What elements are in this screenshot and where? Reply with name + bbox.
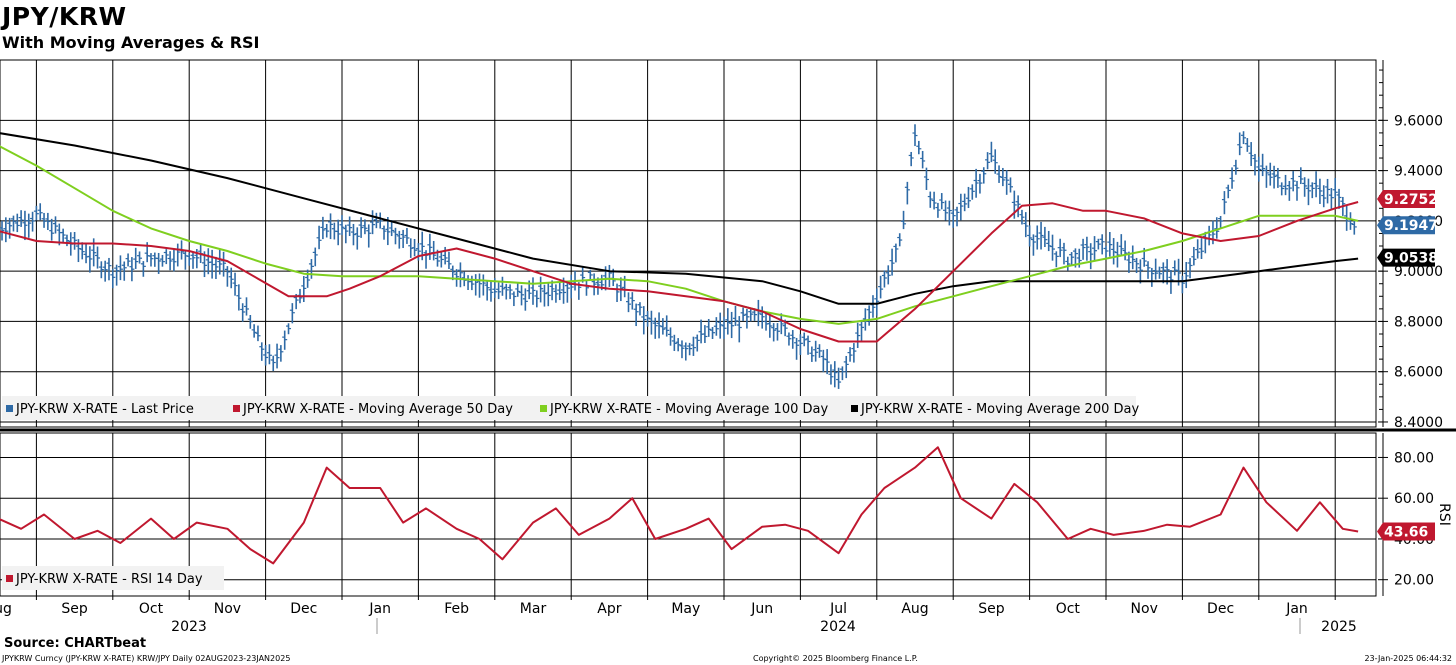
price-legend-swatch	[233, 405, 240, 412]
x-year-label: 2023	[171, 619, 207, 635]
chart-source: Source: CHARTbeat	[4, 636, 147, 651]
x-month-label: Feb	[444, 601, 469, 617]
price-legend-label: JPY-KRW X-RATE - Last Price	[15, 402, 194, 417]
x-month-label: Mar	[520, 601, 547, 617]
rsi-panel-grid	[0, 432, 1377, 597]
rsi-panel-series	[0, 446, 1359, 565]
chart-subtitle: With Moving Averages & RSI	[2, 33, 260, 52]
rsi-y-tick-label: 20.00	[1394, 573, 1434, 589]
price-last-value: 9.1947	[1384, 218, 1438, 234]
price-legend-swatch	[851, 405, 858, 412]
rsi-y-axis-label: RSI	[1436, 503, 1452, 526]
price-legend-label: JPY-KRW X-RATE - Moving Average 100 Day	[549, 402, 828, 417]
ma-50-line	[0, 201, 1359, 343]
footer-timestamp: 23-Jan-2025 06:44:32	[1364, 654, 1452, 663]
rsi-legend-label: JPY-KRW X-RATE - RSI 14 Day	[15, 572, 203, 587]
price-panel-series	[0, 124, 1359, 389]
price-legend-label: JPY-KRW X-RATE - Moving Average 200 Day	[860, 402, 1139, 417]
price-y-tick-label: 8.6000	[1394, 365, 1443, 381]
x-month-label: Aug	[0, 601, 12, 617]
x-year-label: 2025	[1321, 619, 1357, 635]
rsi-legend-swatch	[6, 575, 13, 582]
x-year-label: 2024	[820, 619, 856, 635]
x-month-label: Dec	[1207, 601, 1234, 617]
x-month-label: Aug	[901, 601, 928, 617]
rsi-y-tick-label: 60.00	[1394, 491, 1434, 507]
rsi-line	[0, 446, 1359, 565]
footer-security-info: JPYKRW Curncy (JPY-KRW X-RATE) KRW/JPY D…	[2, 654, 291, 663]
rsi-y-tick-label: 80.00	[1394, 450, 1434, 466]
price-y-tick-label: 8.4000	[1394, 415, 1443, 431]
price-panel-frame	[0, 59, 1377, 428]
x-month-label: Jul	[829, 601, 847, 617]
ma-200-last-value-bg	[1377, 248, 1435, 267]
rsi-legend-bg	[2, 566, 224, 590]
price-y-tick-label: 9.6000	[1394, 113, 1443, 129]
chart-axes: 9.60009.40009.20009.00008.80008.60008.40…	[0, 60, 1456, 635]
chart-title: JPY/KRW	[2, 2, 127, 31]
rsi-last-value-bg	[1377, 522, 1435, 541]
x-month-label: Oct	[1056, 601, 1081, 617]
ma-200-line	[0, 132, 1359, 305]
price-legend-swatch	[540, 405, 547, 412]
price-y-tick-label: 9.0000	[1394, 264, 1443, 280]
price-last-value-bg	[1377, 216, 1435, 235]
price-legend-swatch	[6, 405, 13, 412]
rsi-last-value: 43.66	[1384, 524, 1428, 540]
ma-200-last-value: 9.0538	[1384, 251, 1438, 267]
ma-50-last-value-bg	[1377, 189, 1435, 208]
price-legend-bg	[2, 396, 1136, 420]
x-month-label: Oct	[139, 601, 164, 617]
x-month-label: Sep	[61, 601, 88, 617]
x-month-label: May	[671, 601, 700, 617]
x-month-label: Dec	[290, 601, 317, 617]
x-month-label: Nov	[214, 601, 241, 617]
last-value-labels: 9.2752 9.1947 9.0538 43.66	[1377, 189, 1438, 541]
price-legend-label: JPY-KRW X-RATE - Moving Average 50 Day	[242, 402, 513, 417]
x-month-label: Apr	[597, 601, 621, 617]
price-y-tick-label: 8.8000	[1394, 314, 1443, 330]
x-month-label: Jan	[368, 601, 391, 617]
price-y-tick-label: 9.4000	[1394, 164, 1443, 180]
ma-100-line	[0, 145, 1359, 325]
ma-50-last-value: 9.2752	[1384, 192, 1438, 208]
x-month-label: Nov	[1131, 601, 1158, 617]
x-month-label: Jan	[1285, 601, 1308, 617]
rsi-panel-frame	[0, 432, 1377, 597]
footer-copyright: Copyright© 2025 Bloomberg Finance L.P.	[753, 654, 918, 663]
x-month-label: Jun	[750, 601, 773, 617]
chart-legends: JPY-KRW X-RATE - Last Price JPY-KRW X-RAT…	[2, 396, 1139, 590]
x-month-label: Sep	[978, 601, 1005, 617]
